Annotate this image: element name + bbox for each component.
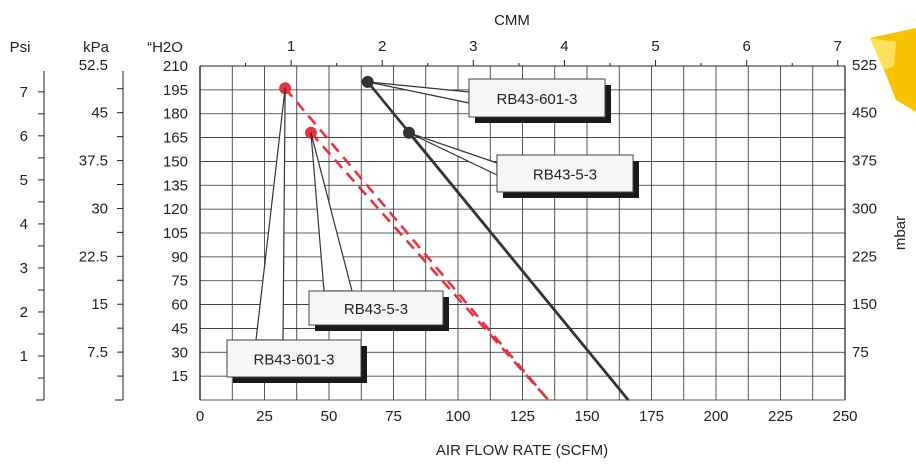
mbar-tick-label: 150 [852,296,877,313]
series-line [407,131,630,401]
cmm-tick-label: 5 [651,38,659,55]
y-tick-label: 45 [171,320,188,337]
chart-callouts: RB43-601-3 RB43-5-3 RB43-601-3 RB43-5-3 [226,78,639,383]
x-tick-label: 25 [256,408,273,425]
callout-pointer [255,87,286,341]
h2o-axis-label: “H2O [147,39,183,56]
logo-highlight [870,38,896,70]
cmm-tick-label: 7 [834,38,842,55]
psi-tick-label: 6 [20,128,28,145]
mbar-tick-label: 525 [852,57,877,74]
chart-axes [36,60,846,401]
x-axis-label: AIR FLOW RATE (SCFM) [436,442,608,459]
chart-series [279,75,630,401]
y-tick-label: 210 [163,58,188,75]
cmm-tick-label: 3 [469,38,477,55]
callout-box [308,290,444,326]
psi-tick-label: 3 [20,260,28,277]
y-tick-label: 60 [171,297,188,314]
x-tick-label: 225 [768,408,793,425]
x-tick-label: 100 [445,408,470,425]
y-tick-label: 30 [171,344,188,361]
kpa-tick-label: 52.5 [79,57,108,74]
y-tick-label: 195 [163,82,188,99]
psi-tick-label: 1 [20,348,28,365]
cmm-tick-label: 4 [560,38,568,55]
callout-pointer [310,132,353,292]
x-tick-label: 175 [639,408,664,425]
kpa-tick-label: 15 [91,296,108,313]
cmm-tick-label: 6 [742,38,750,55]
chart-axis-labels: CMM mbar kPa Psi “H2O AIR FLOW RATE (SCFM) [10,12,909,459]
psi-tick-label: 2 [20,304,28,321]
y-tick-label: 75 [171,273,188,290]
y-tick-label: 90 [171,249,188,266]
mbar-axis-label: mbar [892,216,909,250]
kpa-tick-label: 37.5 [79,153,108,170]
y-tick-label: 15 [171,368,188,385]
callout-label: RB43-5-3 [533,167,597,184]
cmm-tick-label: 1 [287,38,295,55]
callout-label: RB43-601-3 [497,91,578,108]
callout-box [496,154,634,193]
psi-tick-label: 4 [20,216,28,233]
mbar-tick-label: 300 [852,200,877,217]
x-tick-label: 250 [832,408,857,425]
kpa-axis-label: kPa [83,39,110,56]
mbar-tick-label: 375 [852,153,877,170]
y-tick-label: 150 [163,153,188,170]
x-tick-label: 0 [196,408,204,425]
callout-label: RB43-5-3 [344,301,408,318]
psi-axis-label: Psi [10,39,31,56]
y-tick-label: 165 [163,130,188,147]
y-tick-label: 180 [163,106,188,123]
psi-tick-label: 5 [20,172,28,189]
x-tick-label: 50 [321,408,338,425]
psi-tick-label: 7 [20,84,28,101]
callout-pointer [408,132,498,176]
x-tick-label: 75 [385,408,402,425]
y-tick-label: 105 [163,225,188,242]
x-tick-label: 125 [510,408,535,425]
kpa-tick-label: 22.5 [79,248,108,265]
mbar-tick-label: 450 [852,105,877,122]
series-line [309,131,550,401]
y-tick-label: 135 [163,177,188,194]
mbar-tick-label: 225 [852,248,877,265]
logo-corner-mark [870,28,916,112]
callout-box [226,339,362,378]
x-tick-label: 200 [703,408,728,425]
mbar-tick-label: 75 [852,344,869,361]
kpa-tick-label: 45 [91,105,108,122]
kpa-tick-label: 7.5 [87,344,108,361]
callout-label: RB43-601-3 [254,352,335,369]
cmm-axis-label: CMM [494,12,530,29]
x-tick-label: 150 [574,408,599,425]
series-line [284,87,550,401]
kpa-tick-label: 30 [91,200,108,217]
y-tick-label: 120 [163,201,188,218]
callout-box [468,78,606,118]
cmm-tick-label: 2 [378,38,386,55]
